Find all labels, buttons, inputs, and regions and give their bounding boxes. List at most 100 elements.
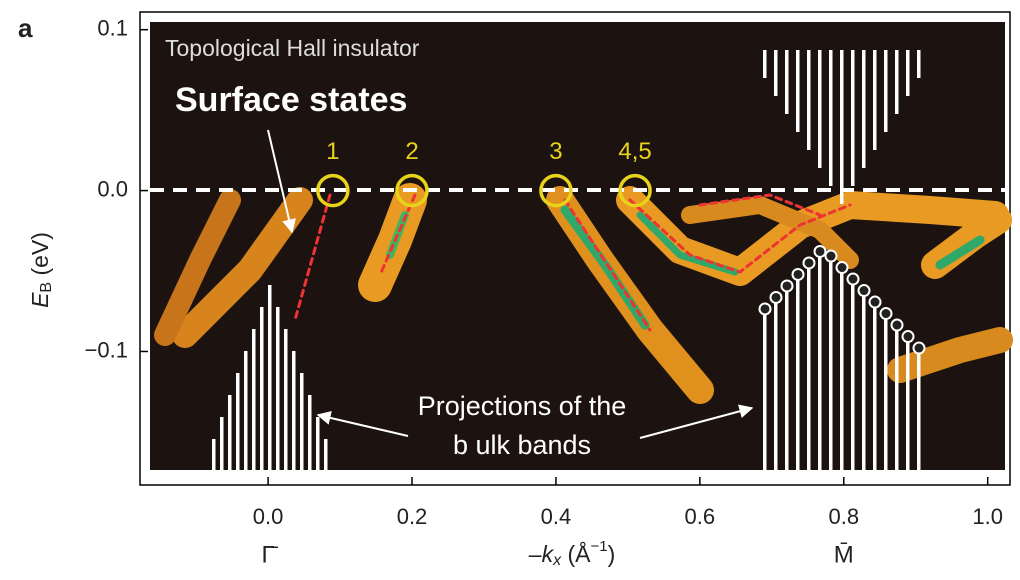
x-tick-label: 0.8 <box>828 504 859 529</box>
crossing-marker <box>539 173 573 208</box>
bulk-bar <box>763 50 767 78</box>
bulk-marker <box>846 272 860 286</box>
bulk-marker <box>857 284 871 298</box>
bulk-marker <box>769 290 783 304</box>
band-core <box>935 235 985 270</box>
y-tick-label: 0.0 <box>97 176 128 201</box>
guide-line <box>698 193 822 217</box>
bulk-bar <box>895 50 899 114</box>
crossing-label: 3 <box>549 138 562 165</box>
bulk-marker <box>835 261 849 275</box>
annotation: Surface states <box>175 81 407 119</box>
bulk-bar <box>308 395 312 470</box>
plot-title: Topological Hall insulator <box>165 35 420 61</box>
bulk-bar <box>895 325 899 470</box>
bulk-bar <box>785 50 789 114</box>
bulk-bar <box>796 274 800 470</box>
guide-line <box>378 193 417 277</box>
crossing-label: 4,5 <box>618 138 651 165</box>
bulk-bar <box>829 256 833 470</box>
y-tick-label: 0.1 <box>97 16 128 41</box>
arrow <box>267 129 296 234</box>
bulk-marker <box>868 295 882 309</box>
band-core <box>636 211 739 276</box>
bulk-bar <box>840 267 844 470</box>
bulk-marker <box>824 249 838 263</box>
bulk-marker <box>890 318 904 332</box>
x-tick-label: 0.2 <box>397 504 428 529</box>
bulk-bar <box>785 285 789 470</box>
annotation: b ulk bands <box>453 430 591 460</box>
bulk-bar <box>851 50 855 186</box>
bulk-bar <box>796 50 800 132</box>
label-part: E <box>27 292 53 308</box>
bulk-projections <box>212 50 926 470</box>
bulk-bar <box>774 50 778 96</box>
bulk-bar <box>807 50 811 150</box>
bulk-bar <box>862 50 866 168</box>
bulk-bar <box>906 50 910 96</box>
arrow <box>639 404 754 439</box>
bulk-bar <box>884 313 888 470</box>
bulk-marker <box>901 330 915 344</box>
x-tick-label: 0.4 <box>541 504 572 529</box>
x-axis-label: –kx (Å−1) <box>529 538 615 569</box>
bulk-bar <box>268 285 272 470</box>
bulk-bar <box>862 290 866 470</box>
bulk-bar <box>840 50 844 204</box>
crossing-marker <box>395 173 429 208</box>
band-core <box>560 205 650 330</box>
bulk-bar <box>300 373 304 470</box>
panel-label: a <box>18 13 33 43</box>
bulk-bar <box>873 50 877 150</box>
bulk-bar <box>220 417 224 470</box>
bulk-marker <box>780 279 794 293</box>
bulk-marker <box>879 307 893 321</box>
bulk-bar <box>873 302 877 470</box>
bulk-marker <box>912 341 926 355</box>
bulk-marker <box>813 244 827 258</box>
crossing-label: 1 <box>326 138 339 165</box>
bulk-marker <box>758 302 772 316</box>
label-part: – <box>529 541 542 567</box>
guide-line <box>628 198 852 274</box>
bulk-bar <box>244 351 248 470</box>
crossing-marker <box>618 173 652 208</box>
symmetry-point-label: M̄ <box>834 541 854 568</box>
label-part: x <box>552 552 562 569</box>
bulk-bar <box>906 336 910 470</box>
y-axis-label: EB (eV) <box>27 232 55 308</box>
label-part: (Å <box>561 540 591 567</box>
bulk-bar <box>884 50 888 132</box>
guide-line <box>293 193 332 322</box>
bulk-marker <box>802 256 816 270</box>
x-tick-label: 0.6 <box>685 504 716 529</box>
bulk-bar <box>818 50 822 168</box>
bulk-bar <box>829 50 833 186</box>
arrow <box>316 411 409 437</box>
bulk-bar <box>851 279 855 470</box>
crossing-label: 2 <box>405 138 418 165</box>
guide-line <box>563 198 652 332</box>
bulk-bar <box>236 373 240 470</box>
bulk-bar <box>763 308 767 470</box>
bulk-bar <box>228 395 232 470</box>
bulk-bar <box>276 307 280 470</box>
bulk-marker <box>791 267 805 281</box>
bulk-bar <box>774 297 778 470</box>
bulk-bar <box>292 351 296 470</box>
label-part: −1 <box>590 538 607 555</box>
x-tick-label: 0.0 <box>253 504 284 529</box>
bulk-bar <box>316 417 320 470</box>
band <box>681 196 859 269</box>
bulk-bar <box>252 329 256 470</box>
x-tick-label: 1.0 <box>972 504 1003 529</box>
bulk-bar <box>284 329 288 470</box>
label-part: k <box>542 541 555 567</box>
label-part: (eV) <box>27 232 53 282</box>
band <box>154 189 241 346</box>
bulk-bar <box>324 439 328 470</box>
y-tick-label: −0.1 <box>85 337 128 362</box>
